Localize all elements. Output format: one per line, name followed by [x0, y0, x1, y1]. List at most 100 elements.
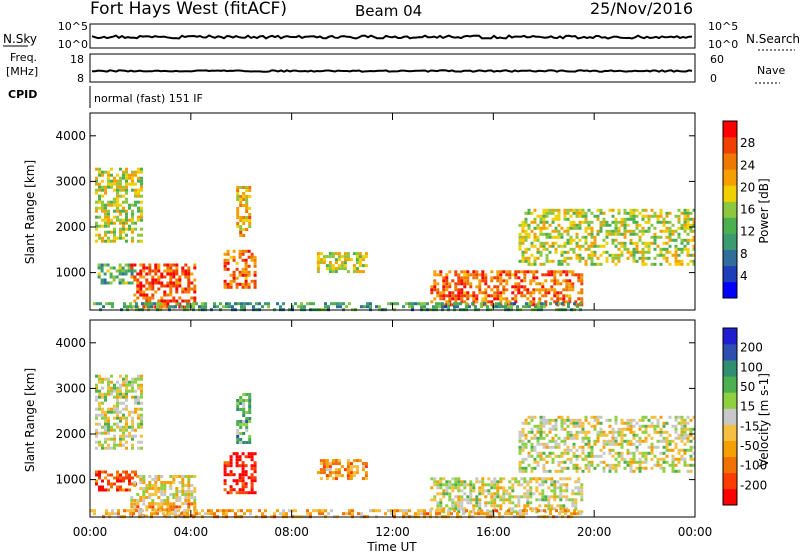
echo-cell: [566, 418, 570, 422]
echo-cell: [101, 395, 104, 399]
echo-cell: [122, 476, 125, 480]
echo-cell: [134, 188, 137, 192]
echo-cell: [137, 407, 140, 411]
echo-cell: [665, 448, 669, 452]
echo-cell: [614, 253, 618, 257]
echo-cell: [463, 279, 467, 283]
echo-cell: [184, 475, 188, 478]
echo-cell: [689, 457, 693, 461]
echo-cell: [193, 290, 197, 294]
echo-cell: [95, 224, 98, 228]
velocity-ylabel: Slant Range [km]: [23, 368, 37, 472]
echo-cell: [484, 300, 488, 304]
echo-cell: [599, 460, 603, 464]
echo-cell: [414, 512, 417, 516]
echo-cell: [331, 477, 335, 481]
echo-cell: [445, 279, 449, 283]
echo-cell: [145, 496, 149, 499]
echo-cell: [125, 434, 128, 438]
echo-cell: [148, 281, 152, 285]
echo-cell: [584, 259, 588, 263]
echo-cell: [245, 204, 249, 207]
echo-cell: [524, 211, 528, 215]
echo-cell: [556, 480, 560, 484]
echo-cell: [484, 276, 488, 280]
echo-cell: [426, 302, 429, 306]
echo-cell: [245, 417, 249, 420]
echo-cell: [469, 285, 473, 289]
echo-cell: [241, 258, 245, 262]
echo-cell: [545, 226, 549, 230]
echo-cell: [125, 440, 128, 444]
echo-cell: [572, 238, 576, 242]
echo-cell: [136, 278, 140, 282]
echo-cell: [95, 479, 98, 483]
echo-cell: [442, 297, 446, 301]
echo-cell: [184, 290, 188, 294]
echo-cell: [160, 490, 164, 493]
echo-cell: [151, 487, 155, 490]
echo-cell: [518, 451, 522, 455]
echo-cell: [617, 259, 621, 263]
echo-cell: [656, 445, 660, 449]
echo-cell: [318, 509, 321, 513]
echo-cell: [656, 457, 660, 461]
echo-cell: [620, 217, 624, 221]
echo-cell: [110, 167, 113, 171]
echo-cell: [580, 282, 584, 286]
echo-cell: [475, 300, 479, 304]
echo-cell: [680, 457, 684, 461]
echo-cell: [142, 487, 146, 490]
echo-cell: [526, 297, 530, 301]
echo-cell: [635, 439, 639, 443]
echo-cell: [680, 448, 684, 452]
echo-cell: [584, 247, 588, 251]
echo-cell: [181, 490, 185, 493]
echo-cell: [133, 293, 137, 297]
echo-cell: [558, 512, 561, 516]
echo-cell: [172, 272, 176, 276]
echo-cell: [623, 217, 627, 221]
echo-cell: [178, 505, 182, 509]
echo-cell: [142, 305, 146, 309]
echo-cell: [580, 291, 584, 295]
echo-cell: [523, 288, 527, 292]
echo-cell: [523, 486, 527, 490]
echo-cell: [614, 229, 618, 233]
echo-cell: [538, 291, 542, 295]
echo-cell: [558, 302, 561, 306]
echo-cell: [172, 269, 176, 273]
echo-cell: [466, 294, 470, 298]
echo-cell: [537, 509, 540, 513]
echo-cell: [364, 264, 368, 268]
echo-cell: [487, 477, 491, 481]
echo-cell: [98, 206, 101, 210]
echo-cell: [151, 269, 155, 273]
echo-cell: [502, 486, 506, 490]
echo-cell: [136, 272, 140, 276]
echo-cell: [507, 512, 510, 516]
echo-cell: [472, 270, 476, 274]
echo-cell: [475, 294, 479, 298]
echo-cell: [521, 241, 525, 245]
echo-cell: [160, 502, 164, 505]
echo-cell: [137, 179, 140, 183]
echo-cell: [103, 263, 107, 267]
echo-cell: [122, 218, 125, 222]
echo-cell: [665, 220, 669, 224]
echo-cell: [439, 498, 443, 502]
echo-cell: [316, 270, 320, 274]
echo-cell: [532, 279, 536, 283]
echo-cell: [629, 457, 633, 461]
echo-cell: [349, 258, 353, 262]
echo-cell: [288, 509, 291, 513]
echo-cell: [355, 255, 359, 259]
echo-cell: [232, 488, 236, 492]
colorbar-swatch: [723, 408, 737, 425]
echo-cell: [192, 302, 195, 306]
echo-cell: [242, 204, 246, 207]
echo-cell: [575, 463, 579, 467]
echo-cell: [614, 466, 618, 470]
echo-cell: [239, 408, 243, 411]
echo-cell: [303, 305, 306, 309]
